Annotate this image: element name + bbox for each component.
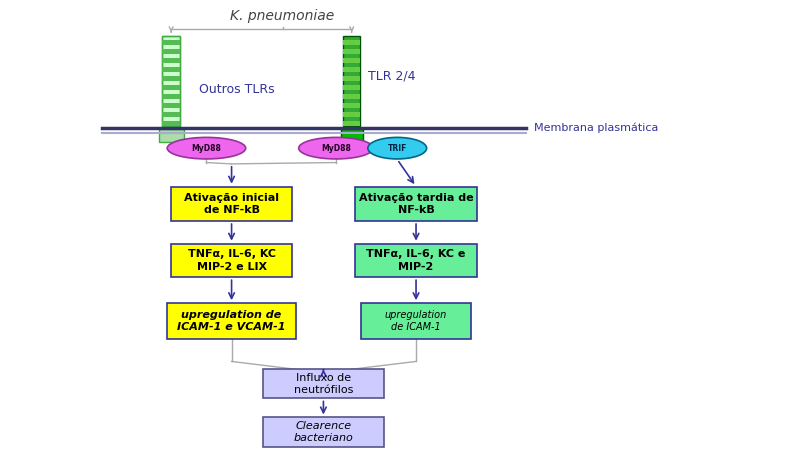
FancyBboxPatch shape [361,303,471,339]
FancyBboxPatch shape [162,58,180,63]
Ellipse shape [298,137,374,159]
FancyBboxPatch shape [162,103,180,108]
Text: Outros TLRs: Outros TLRs [199,84,275,96]
FancyBboxPatch shape [162,103,180,108]
FancyBboxPatch shape [162,49,180,54]
Text: TNFα, IL-6, KC
MIP-2 e LIX: TNFα, IL-6, KC MIP-2 e LIX [188,249,276,272]
FancyBboxPatch shape [162,76,180,81]
FancyBboxPatch shape [162,121,180,126]
FancyBboxPatch shape [262,418,384,446]
Text: upregulation
de ICAM-1: upregulation de ICAM-1 [385,310,447,332]
Text: Ativação tardia de
NF-kB: Ativação tardia de NF-kB [359,193,473,216]
FancyBboxPatch shape [162,112,180,117]
FancyBboxPatch shape [262,369,384,399]
Text: TNFα, IL-6, KC e
MIP-2: TNFα, IL-6, KC e MIP-2 [367,249,466,272]
FancyBboxPatch shape [341,129,363,147]
FancyBboxPatch shape [162,76,180,81]
FancyBboxPatch shape [162,85,180,90]
FancyBboxPatch shape [162,67,180,72]
FancyBboxPatch shape [343,103,360,108]
FancyBboxPatch shape [170,243,292,277]
FancyBboxPatch shape [162,67,180,72]
FancyBboxPatch shape [162,40,180,45]
FancyBboxPatch shape [343,58,360,63]
FancyBboxPatch shape [343,67,360,72]
FancyBboxPatch shape [343,49,360,54]
FancyBboxPatch shape [162,58,180,63]
FancyBboxPatch shape [162,94,180,99]
FancyBboxPatch shape [355,188,477,221]
FancyBboxPatch shape [162,49,180,54]
Text: K. pneumoniae: K. pneumoniae [231,9,334,23]
FancyBboxPatch shape [162,112,180,117]
Text: Ativação inicial
de NF-kB: Ativação inicial de NF-kB [184,193,279,216]
FancyBboxPatch shape [343,121,360,126]
Text: Membrana plasmática: Membrana plasmática [534,123,658,133]
FancyBboxPatch shape [162,121,180,126]
Ellipse shape [367,137,427,159]
FancyBboxPatch shape [343,94,360,99]
FancyBboxPatch shape [162,94,180,99]
Text: Clearence
bacteriano: Clearence bacteriano [294,421,353,443]
FancyBboxPatch shape [162,85,180,90]
Text: Influxo de
neutrófilos: Influxo de neutrófilos [294,373,353,395]
FancyBboxPatch shape [166,303,296,339]
FancyBboxPatch shape [170,188,292,221]
FancyBboxPatch shape [343,76,360,81]
Text: MyD88: MyD88 [321,144,351,153]
FancyBboxPatch shape [343,112,360,117]
FancyBboxPatch shape [162,40,180,45]
FancyBboxPatch shape [343,40,360,45]
Text: upregulation de
ICAM-1 e VCAM-1: upregulation de ICAM-1 e VCAM-1 [177,310,286,332]
Text: TLR 2/4: TLR 2/4 [368,70,416,83]
Ellipse shape [167,137,246,159]
FancyBboxPatch shape [343,85,360,90]
FancyBboxPatch shape [343,36,360,126]
FancyBboxPatch shape [159,129,184,142]
Text: TRIF: TRIF [388,144,407,153]
Text: MyD88: MyD88 [192,144,221,153]
FancyBboxPatch shape [355,243,477,277]
FancyBboxPatch shape [162,36,180,126]
